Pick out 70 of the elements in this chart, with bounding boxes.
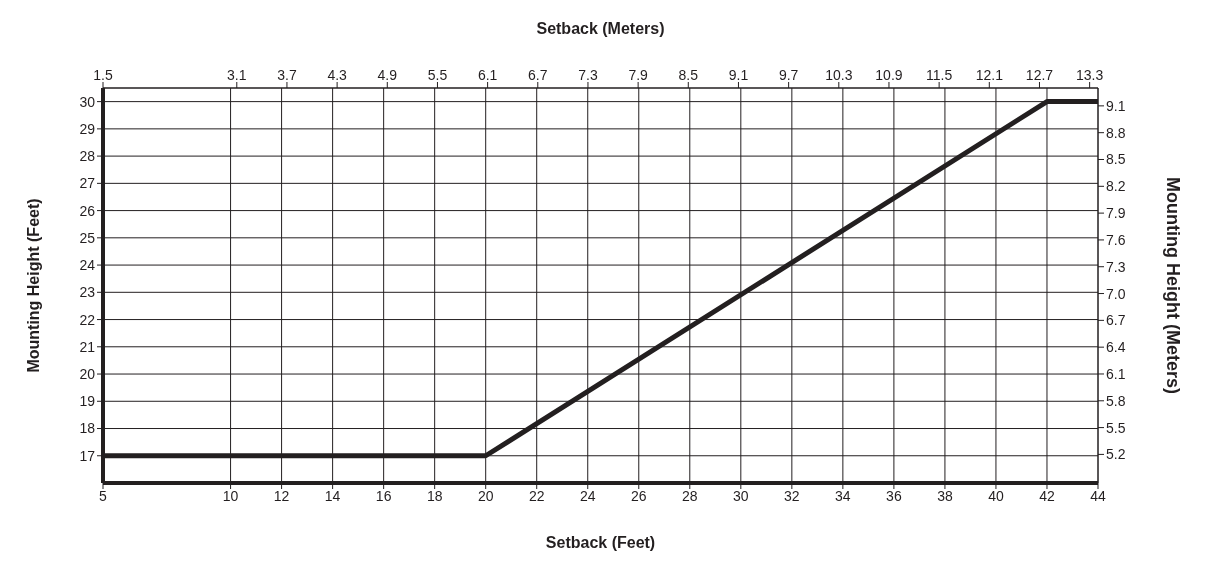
x-tick-label: 14 <box>324 487 341 504</box>
y-tick-label: 19 <box>79 393 96 410</box>
x2-tick-label: 3.1 <box>227 67 247 83</box>
y-tick-label: 29 <box>79 120 96 137</box>
y2-tick-label: 6.1 <box>1106 365 1126 382</box>
x-tick-label: 34 <box>835 487 851 504</box>
x2-axis-title: Setback (Meters) <box>536 20 665 38</box>
x-tick-label: 16 <box>375 487 392 504</box>
y2-tick-label: 7.3 <box>1106 258 1126 275</box>
y-tick-label: 27 <box>79 175 96 192</box>
y-tick-label: 21 <box>79 338 96 355</box>
y-tick-label: 18 <box>79 420 96 437</box>
y2-tick-label: 7.0 <box>1106 285 1126 302</box>
y2-tick-label: 9.1 <box>1106 97 1126 114</box>
x-tick-label: 20 <box>477 487 494 504</box>
y-tick-label: 17 <box>79 447 96 464</box>
y-tick-label: 25 <box>79 229 96 246</box>
y2-axis-title: Mounting Height (Meters) <box>1162 177 1183 394</box>
x-tick-label: 28 <box>682 487 698 504</box>
x-tick-label: 18 <box>426 487 443 504</box>
x2-tick-label: 8.5 <box>678 67 699 83</box>
x2-tick-label: 12.7 <box>1025 67 1054 83</box>
x-tick-label: 44 <box>1090 487 1106 504</box>
x-axis-title: Setback (Feet) <box>545 534 656 551</box>
y2-tick-label: 5.8 <box>1106 392 1126 409</box>
y-tick-label: 24 <box>79 257 96 274</box>
x-tick-label: 40 <box>988 487 1004 504</box>
y-tick-label: 20 <box>79 366 96 382</box>
x2-tick-label: 10.3 <box>825 67 853 83</box>
y2-tick-label: 7.6 <box>1106 231 1126 248</box>
x-tick-label: 36 <box>886 487 902 504</box>
y-tick-label: 22 <box>79 311 96 328</box>
x-tick-label: 12 <box>273 487 290 504</box>
x2-tick-label: 9.7 <box>778 67 799 83</box>
x-tick-label: 30 <box>733 487 749 504</box>
x2-tick-label: 7.3 <box>578 67 598 83</box>
x-tick-label: 42 <box>1039 487 1055 504</box>
y-tick-label: 23 <box>79 284 96 301</box>
x-tick-label: 38 <box>937 487 953 504</box>
x2-tick-label: 12.1 <box>975 67 1004 83</box>
x-tick-label: 22 <box>528 487 545 504</box>
y-axis-title: Mounting Height (Feet) <box>24 198 42 373</box>
y2-tick-label: 6.7 <box>1106 312 1126 329</box>
x2-tick-label: 13.3 <box>1076 67 1104 83</box>
x2-tick-label: 4.3 <box>327 67 348 83</box>
x2-tick-label: 9.1 <box>728 67 749 83</box>
y-tick-label: 28 <box>79 148 96 165</box>
x2-tick-label: 6.1 <box>477 67 498 83</box>
x2-tick-label: 10.9 <box>875 67 903 83</box>
y2-tick-label: 5.5 <box>1106 419 1126 436</box>
y2-tick-label: 8.8 <box>1106 124 1126 141</box>
x2-tick-label: 1.5 <box>93 67 113 83</box>
y2-tick-label: 5.2 <box>1106 446 1126 463</box>
y2-tick-label: 7.9 <box>1106 205 1126 222</box>
y-tick-label: 30 <box>79 93 96 110</box>
x-tick-label: 24 <box>579 487 596 504</box>
x2-tick-label: 4.9 <box>377 67 398 83</box>
x-tick-label: 5 <box>99 487 108 504</box>
y2-tick-label: 8.5 <box>1106 151 1126 168</box>
y2-tick-label: 6.4 <box>1106 339 1126 356</box>
x2-tick-label: 3.7 <box>277 67 297 83</box>
x-tick-label: 32 <box>784 487 800 504</box>
x2-tick-label: 5.5 <box>427 67 448 83</box>
y2-tick-label: 8.2 <box>1106 178 1126 195</box>
x2-tick-label: 6.7 <box>528 67 548 83</box>
y-tick-label: 26 <box>79 202 96 219</box>
x-tick-label: 10 <box>222 487 239 504</box>
x-tick-label: 26 <box>630 487 647 504</box>
x2-tick-label: 7.9 <box>628 67 649 83</box>
x2-tick-label: 11.5 <box>926 67 953 83</box>
